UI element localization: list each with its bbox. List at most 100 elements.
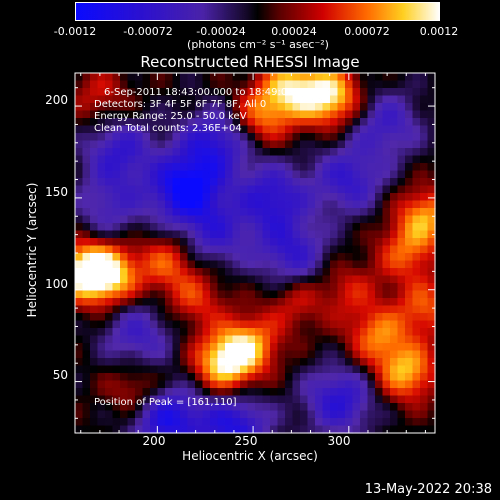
colorbar <box>75 2 440 21</box>
heatmap-cell <box>202 230 211 239</box>
heatmap-cell <box>135 238 144 247</box>
heatmap-cell <box>150 245 159 254</box>
heatmap-cell <box>157 88 166 97</box>
heatmap-cell <box>247 365 256 374</box>
heatmap-cell <box>420 125 429 134</box>
heatmap-cell <box>397 80 406 89</box>
heatmap-cell <box>180 125 189 134</box>
heatmap-cell <box>360 178 369 187</box>
heatmap-cell <box>217 230 226 239</box>
heatmap-cell <box>225 118 234 127</box>
heatmap-cell <box>352 260 361 269</box>
x-axis-label: Heliocentric X (arcsec) <box>182 449 318 463</box>
heatmap-cell <box>427 178 436 187</box>
heatmap-cell <box>180 193 189 202</box>
heatmap-cell <box>375 178 384 187</box>
heatmap-cell <box>210 208 219 217</box>
heatmap-cell <box>187 365 196 374</box>
heatmap-cell <box>307 185 316 194</box>
heatmap-cell <box>247 223 256 232</box>
heatmap-cell <box>345 230 354 239</box>
heatmap-cell <box>240 275 249 284</box>
heatmap-cell <box>352 373 361 382</box>
heatmap-cell <box>352 283 361 292</box>
heatmap-cell <box>262 140 271 149</box>
heatmap-cell <box>105 410 114 419</box>
heatmap-cell <box>412 410 421 419</box>
heatmap-cell <box>345 148 354 157</box>
heatmap-cell <box>82 253 91 262</box>
heatmap-cell <box>120 230 129 239</box>
heatmap-cell <box>255 365 264 374</box>
heatmap-cell <box>187 118 196 127</box>
heatmap-cell <box>405 193 414 202</box>
heatmap-cell <box>82 380 91 389</box>
heatmap-cell <box>255 223 264 232</box>
heatmap-cell <box>90 313 99 322</box>
heatmap-cell <box>315 403 324 412</box>
heatmap-cell <box>345 403 354 412</box>
heatmap-cell <box>345 140 354 149</box>
heatmap-cell <box>397 253 406 262</box>
heatmap-cell <box>82 193 91 202</box>
heatmap-cell <box>345 133 354 142</box>
heatmap-cell <box>315 215 324 224</box>
heatmap-cell <box>270 283 279 292</box>
heatmap-cell <box>225 373 234 382</box>
heatmap-cell <box>172 238 181 247</box>
heatmap-cell <box>247 103 256 112</box>
heatmap-cell <box>255 73 264 82</box>
heatmap-cell <box>412 358 421 367</box>
heatmap-cell <box>82 185 91 194</box>
heatmap-cell <box>262 335 271 344</box>
heatmap-cell <box>225 260 234 269</box>
heatmap-cell <box>90 133 99 142</box>
heatmap-cell <box>247 95 256 104</box>
heatmap-cell <box>127 208 136 217</box>
heatmap-cell <box>75 133 84 142</box>
heatmap-cell <box>157 365 166 374</box>
heatmap-cell <box>315 320 324 329</box>
heatmap-cell <box>217 178 226 187</box>
heatmap-cell <box>255 335 264 344</box>
heatmap-cell <box>352 410 361 419</box>
heatmap-cell <box>217 328 226 337</box>
heatmap-cell <box>135 223 144 232</box>
heatmap-cell <box>187 335 196 344</box>
heatmap-cell <box>375 260 384 269</box>
heatmap-cell <box>255 260 264 269</box>
heatmap-cell <box>240 395 249 404</box>
heatmap-cell <box>397 215 406 224</box>
heatmap-cell <box>277 343 286 352</box>
heatmap-cell <box>187 320 196 329</box>
heatmap-cell <box>165 178 174 187</box>
heatmap-cell <box>277 358 286 367</box>
heatmap-cell <box>315 230 324 239</box>
heatmap-cell <box>285 110 294 119</box>
heatmap-cell <box>300 185 309 194</box>
heatmap-cell <box>375 148 384 157</box>
heatmap-cell <box>225 313 234 322</box>
heatmap-cell <box>105 125 114 134</box>
heatmap-cell <box>307 335 316 344</box>
heatmap-cell <box>225 418 234 427</box>
heatmap-cell <box>225 365 234 374</box>
heatmap-cell <box>232 140 241 149</box>
heatmap-cell <box>375 395 384 404</box>
heatmap-cell <box>232 125 241 134</box>
heatmap-cell <box>367 140 376 149</box>
heatmap-cell <box>412 305 421 314</box>
heatmap-cell <box>382 418 391 427</box>
heatmap-cell <box>82 140 91 149</box>
heatmap-cell <box>195 298 204 307</box>
heatmap-cell <box>165 395 174 404</box>
heatmap-cell <box>412 425 421 434</box>
heatmap-cell <box>292 253 301 262</box>
heatmap-cell <box>150 373 159 382</box>
heatmap-cell <box>405 140 414 149</box>
heatmap-cell <box>337 305 346 314</box>
heatmap-cell <box>120 268 129 277</box>
heatmap-cell <box>337 133 346 142</box>
heatmap-cell <box>277 260 286 269</box>
heatmap-cell <box>300 238 309 247</box>
